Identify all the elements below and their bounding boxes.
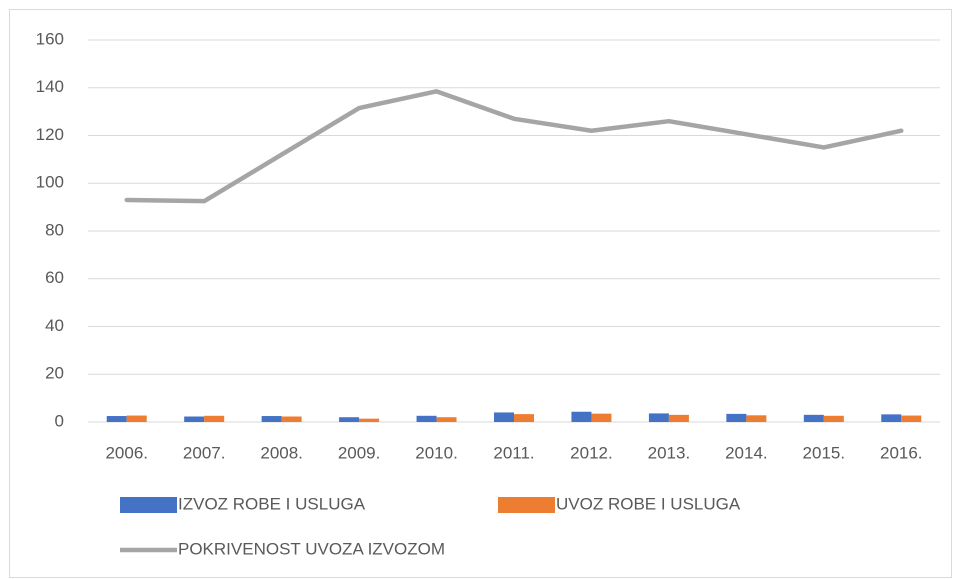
bar (436, 417, 457, 422)
x-tick-label: 2009. (338, 443, 381, 462)
bar (184, 416, 205, 422)
y-tick-label: 80 (45, 220, 64, 239)
bar (106, 416, 127, 422)
y-tick-label: 100 (36, 173, 64, 192)
bar (416, 415, 437, 422)
chart-border (9, 9, 952, 578)
y-tick-label: 0 (55, 411, 64, 430)
x-tick-label: 2013. (648, 443, 691, 462)
y-tick-label: 40 (45, 316, 64, 335)
bar (571, 411, 592, 422)
bar (281, 416, 302, 422)
line-series (124, 89, 904, 204)
bar (204, 415, 225, 422)
bar (823, 415, 844, 422)
legend-label: POKRIVENOST UVOZA IZVOZOM (178, 539, 445, 558)
x-tick-label: 2012. (570, 443, 613, 462)
bar (126, 415, 147, 422)
bar (339, 417, 360, 422)
bar (359, 418, 380, 422)
y-tick-label: 140 (36, 77, 64, 96)
bar (726, 413, 747, 422)
bar (648, 413, 669, 422)
y-tick-label: 120 (36, 125, 64, 144)
x-tick-label: 2006. (105, 443, 148, 462)
x-tick-label: 2008. (260, 443, 303, 462)
bar (803, 414, 824, 422)
legend-swatch (120, 497, 177, 513)
x-tick-label: 2016. (880, 443, 923, 462)
bar (668, 414, 689, 422)
x-tick-label: 2015. (803, 443, 846, 462)
x-tick-label: 2014. (725, 443, 768, 462)
bar (261, 416, 282, 422)
bar (514, 414, 534, 422)
legend-label: UVOZ ROBE I USLUGA (556, 494, 741, 513)
y-tick-label: 160 (36, 29, 64, 48)
y-tick-label: 60 (45, 268, 64, 287)
legend-label: IZVOZ ROBE I USLUGA (178, 494, 366, 513)
bar (746, 415, 767, 422)
bar (881, 414, 902, 422)
y-tick-label: 20 (45, 364, 64, 383)
bar (591, 413, 612, 422)
bar (901, 415, 922, 422)
x-tick-label: 2011. (493, 443, 534, 462)
x-tick-label: 2007. (183, 443, 226, 462)
bar (494, 412, 514, 422)
x-tick-label: 2010. (415, 443, 458, 462)
legend-swatch (498, 497, 555, 513)
